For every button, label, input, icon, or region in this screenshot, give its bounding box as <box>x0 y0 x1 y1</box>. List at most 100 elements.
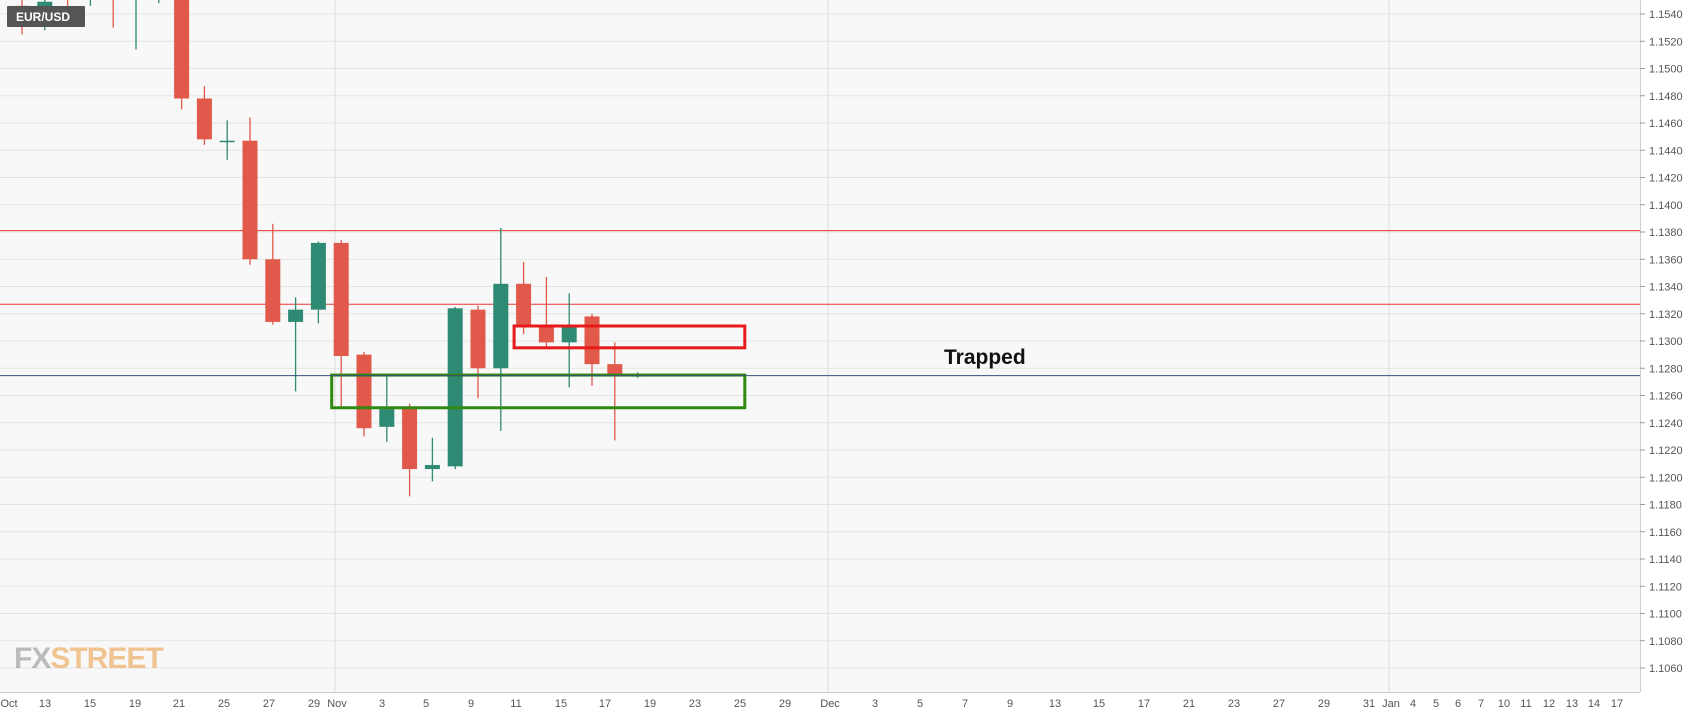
zones <box>330 324 747 410</box>
y-tick-label: 1.1500 <box>1649 64 1683 76</box>
x-tick-label: 7 <box>962 698 968 710</box>
y-tick-label: 1.1380 <box>1649 227 1683 239</box>
y-tick-label: 1.1160 <box>1649 527 1682 539</box>
y-tick-label: 1.1520 <box>1649 36 1683 48</box>
y-tick-label: 1.1300 <box>1649 336 1683 348</box>
y-tick-label: 1.1060 <box>1649 663 1683 675</box>
candle-bearish <box>265 259 281 322</box>
y-tick-label: 1.1260 <box>1649 391 1683 403</box>
x-axis: Oct 13 15 19 21 25 27 29 Nov 3 5 9 11 15 17 19 23 25 29 Dec… <box>0 692 1707 712</box>
x-tick-label: 21 <box>173 698 185 710</box>
x-tick-label: 31 <box>1363 698 1375 710</box>
x-tick-label: 9 <box>468 698 474 710</box>
y-axis: 1.1060 1.1080 1.1100 1.1120 1.1140 1.1160 1.11… <box>1640 0 1707 712</box>
symbol-label: EUR/USD <box>16 10 70 24</box>
red-zone-box <box>512 324 747 350</box>
x-tick-label: Nov <box>327 698 347 710</box>
x-tick-label: 29 <box>308 698 320 710</box>
candle-bullish <box>288 309 304 322</box>
symbol-tag: EUR/USD <box>7 6 85 27</box>
y-tick-label: 1.1140 <box>1649 554 1682 566</box>
candle-bearish <box>402 406 418 470</box>
y-tick-label: 1.1100 <box>1649 609 1682 621</box>
x-tick-label: 3 <box>872 698 878 710</box>
x-tick-label: 23 <box>689 698 701 710</box>
candle-bullish <box>561 327 577 343</box>
grid-lines <box>0 0 1640 692</box>
x-tick-label: 5 <box>423 698 429 710</box>
y-tick-label: 1.1180 <box>1649 500 1682 512</box>
y-tick-label: 1.1460 <box>1649 118 1683 130</box>
candle-bearish <box>356 354 372 429</box>
x-tick-label: 17 <box>1611 698 1623 710</box>
x-axis-background <box>0 692 1707 712</box>
x-tick-label: 13 <box>1566 698 1578 710</box>
x-tick-label: 4 <box>1410 698 1416 710</box>
x-tick-label: 12 <box>1543 698 1555 710</box>
y-tick-label: 1.1200 <box>1649 472 1683 484</box>
y-tick-label: 1.1340 <box>1649 282 1683 294</box>
candles <box>14 0 646 497</box>
x-tick-label: 13 <box>39 698 51 710</box>
fxstreet-logo: FXSTREET <box>14 642 164 675</box>
x-tick-label: 3 <box>379 698 385 710</box>
candle-bearish <box>538 327 554 343</box>
x-tick-label: 17 <box>1138 698 1150 710</box>
x-tick-label: Jan <box>1382 698 1400 710</box>
y-tick-label: 1.1440 <box>1649 145 1683 157</box>
x-tick-label: 25 <box>734 698 746 710</box>
y-tick-label: 1.1220 <box>1649 445 1683 457</box>
y-tick-label: 1.1320 <box>1649 309 1683 321</box>
x-tick-label: 9 <box>1007 698 1013 710</box>
x-tick-label: 5 <box>917 698 923 710</box>
candle-bearish <box>196 98 212 140</box>
x-tick-label: 27 <box>263 698 275 710</box>
x-tick-label: 25 <box>218 698 230 710</box>
x-tick-label: 19 <box>129 698 141 710</box>
y-tick-label: 1.1360 <box>1649 254 1683 266</box>
trapped-annotation: Trapped <box>944 346 1026 369</box>
x-tick-label: 11 <box>1520 698 1531 710</box>
x-tick-label: 29 <box>1318 698 1330 710</box>
svg-text:FXSTREET: FXSTREET <box>14 642 163 675</box>
x-tick-label: 21 <box>1183 698 1195 710</box>
x-tick-label: 15 <box>1093 698 1105 710</box>
x-tick-label: Dec <box>820 698 840 710</box>
y-tick-label: 1.1280 <box>1649 363 1683 375</box>
candle-bullish <box>219 140 235 143</box>
y-tick-label: 1.1080 <box>1649 636 1683 648</box>
x-tick-label: 15 <box>84 698 96 710</box>
x-tick-label: 29 <box>779 698 791 710</box>
candle-bullish <box>310 242 326 310</box>
y-tick-label: 1.1480 <box>1649 91 1683 103</box>
y-axis-background <box>1640 0 1707 712</box>
x-tick-label: 7 <box>1478 698 1484 710</box>
candle-bearish <box>174 0 190 99</box>
x-tick-label: 15 <box>555 698 567 710</box>
y-tick-label: 1.1420 <box>1649 173 1683 185</box>
x-tick-label: 23 <box>1228 698 1240 710</box>
x-tick-label: 11 <box>510 698 521 710</box>
candle-bullish <box>424 464 440 470</box>
candle-bullish <box>493 283 509 369</box>
logo-street: STREET <box>50 642 163 675</box>
x-tick-label: 19 <box>644 698 656 710</box>
candle-bearish <box>607 364 623 376</box>
x-tick-label: 6 <box>1455 698 1461 710</box>
y-tick-label: 1.1400 <box>1649 200 1683 212</box>
candle-bullish <box>447 308 463 467</box>
candle-bearish <box>470 309 486 369</box>
y-tick-label: 1.1540 <box>1649 9 1683 21</box>
logo-fx: FX <box>14 642 51 675</box>
x-tick-label: 10 <box>1498 698 1510 710</box>
x-tick-label: 27 <box>1273 698 1285 710</box>
x-tick-label: Oct <box>0 698 17 710</box>
candle-bearish <box>333 242 349 356</box>
candle-bearish <box>516 283 532 325</box>
x-tick-label: 17 <box>599 698 611 710</box>
candle-bearish <box>584 316 600 365</box>
candle-bullish <box>379 409 395 427</box>
y-tick-label: 1.1240 <box>1649 418 1683 430</box>
